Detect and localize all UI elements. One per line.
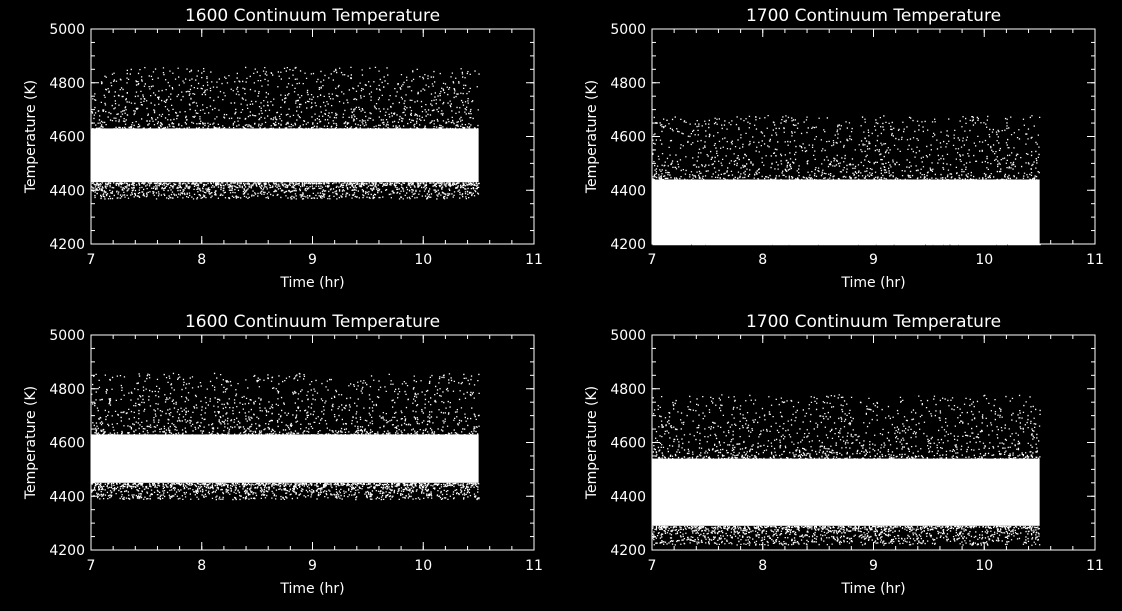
x-tick-label: 8: [758, 252, 767, 268]
y-axis-label: Temperature (K): [584, 80, 600, 194]
y-tick-label: 4600: [610, 436, 646, 452]
data-core: [91, 434, 479, 483]
panel-1: 7 8 9 10 11 4200 4400 4600 4800 5000 1600 Continuu…: [23, 6, 543, 291]
x-tick-label: 11: [1086, 558, 1104, 574]
x-axis-label: Time (hr): [279, 275, 344, 291]
x-tick-label: 10: [414, 252, 432, 268]
y-tick-label: 4200: [49, 543, 85, 559]
data-core: [652, 179, 1040, 244]
data-cloud: [652, 394, 1041, 546]
x-tick-label: 9: [869, 558, 878, 574]
y-tick-label: 4600: [49, 130, 85, 146]
x-tick-label: 8: [197, 252, 206, 268]
y-tick-label: 4400: [610, 489, 646, 505]
x-tick-label: 9: [308, 558, 317, 574]
y-tick-label: 4800: [49, 382, 85, 398]
y-tick-label: 4600: [49, 436, 85, 452]
x-axis-label: Time (hr): [279, 581, 344, 597]
y-tick-label: 4800: [49, 76, 85, 92]
y-tick-label: 4400: [49, 489, 85, 505]
chart-title: 1600 Continuum Temperature: [185, 6, 440, 26]
y-tick-label: 4200: [610, 543, 646, 559]
y-tick-label: 5000: [49, 328, 85, 344]
data-points: [652, 394, 1041, 546]
x-tick-label: 7: [87, 558, 96, 574]
x-axis-label: Time (hr): [840, 275, 905, 291]
y-axis-label: Temperature (K): [584, 386, 600, 500]
x-tick-label: 11: [525, 558, 543, 574]
panel-3: 7 8 9 10 11 4200 4400 4600 4800 5000 1600 Continuu…: [23, 312, 543, 597]
x-tick-label: 8: [197, 558, 206, 574]
data-points: [91, 66, 480, 200]
x-tick-label: 7: [648, 558, 657, 574]
panel-4: 7 8 9 10 11 4200 4400 4600 4800 5000 1700 Continuu…: [584, 312, 1104, 597]
chart-title: 1600 Continuum Temperature: [185, 312, 440, 332]
x-tick-label: 11: [525, 252, 543, 268]
y-tick-label: 4600: [610, 130, 646, 146]
x-tick-label: 10: [414, 558, 432, 574]
y-axis-label: Temperature (K): [23, 386, 39, 500]
data-cloud: [91, 372, 480, 501]
y-tick-label: 5000: [610, 22, 646, 38]
data-core: [652, 458, 1040, 526]
x-tick-label: 11: [1086, 252, 1104, 268]
y-tick-label: 4800: [610, 382, 646, 398]
panel-2: 7 8 9 10 11 4200 4400 4600 4800 5000 1700 Continuu…: [584, 6, 1104, 291]
x-tick-label: 7: [648, 252, 657, 268]
x-tick-label: 10: [975, 558, 993, 574]
x-tick-label: 10: [975, 252, 993, 268]
x-tick-label: 7: [87, 252, 96, 268]
x-axis-label: Time (hr): [840, 581, 905, 597]
y-tick-label: 4200: [49, 237, 85, 253]
data-core: [91, 128, 479, 183]
y-tick-label: 4200: [610, 237, 646, 253]
chart-title: 1700 Continuum Temperature: [746, 312, 1001, 332]
y-tick-label: 5000: [610, 328, 646, 344]
data-cloud: [91, 66, 480, 200]
x-tick-label: 9: [869, 252, 878, 268]
data-points: [91, 372, 480, 501]
y-tick-label: 5000: [49, 22, 85, 38]
y-axis-label: Temperature (K): [23, 80, 39, 194]
x-tick-label: 8: [758, 558, 767, 574]
y-tick-label: 4400: [610, 183, 646, 199]
y-tick-label: 4800: [610, 76, 646, 92]
data-cloud: [652, 115, 1041, 246]
chart-title: 1700 Continuum Temperature: [746, 6, 1001, 26]
y-tick-label: 4400: [49, 183, 85, 199]
x-tick-label: 9: [308, 252, 317, 268]
